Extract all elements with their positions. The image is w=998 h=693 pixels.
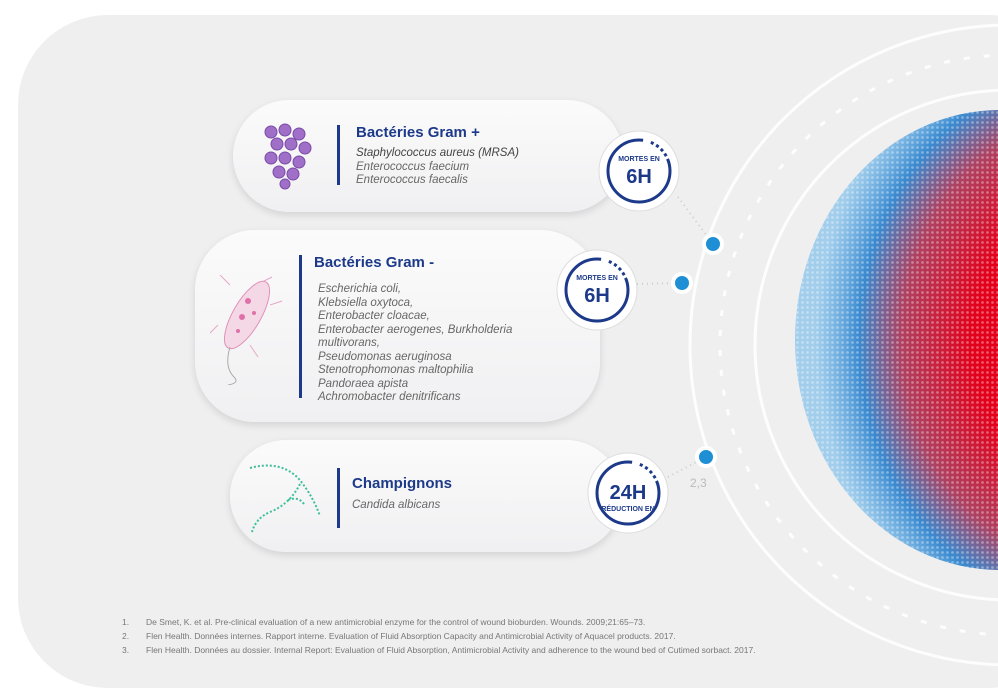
icon xyxy=(264,123,312,190)
badge: MORTES EN 6H xyxy=(556,249,638,331)
divider xyxy=(337,468,340,528)
species-list: Escherichia coli, Klebsiella oxytoca, En… xyxy=(318,283,512,405)
ref-text: Flen Health. Données internes. Rapport i… xyxy=(146,631,676,641)
icon xyxy=(210,275,283,385)
species: Pseudomonas aeruginosa xyxy=(318,350,452,363)
card-title: Champignons xyxy=(352,475,452,492)
card: Bactéries Gram + Staphylococcus aureus (… xyxy=(233,100,623,212)
icon xyxy=(249,464,321,533)
card-title: Bactéries Gram - xyxy=(314,254,435,271)
badge-value: 6H xyxy=(626,166,652,188)
badge-label: RÉDUCTION EN xyxy=(601,504,654,513)
species: Candida albicans xyxy=(352,499,441,511)
species: Enterobacter cloacae, xyxy=(318,310,430,322)
badge-label: MORTES EN xyxy=(618,156,660,163)
species: Enterococcus faecalis xyxy=(356,174,468,186)
badge: MORTES EN 6H xyxy=(598,130,680,212)
ref-number: 3. xyxy=(122,645,130,655)
species: Stenotrophomonas maltophilia xyxy=(318,364,474,376)
ref-text: Flen Health. Données au dossier. Interna… xyxy=(146,645,756,655)
badge-value: 24H xyxy=(610,482,647,504)
superscript: 2,3 xyxy=(690,476,707,490)
species: Escherichia coli, xyxy=(318,283,402,295)
card: Bactéries Gram - Escherichia coli, Klebs… xyxy=(195,230,600,422)
species: Staphylococcus aureus (MRSA) xyxy=(356,147,519,159)
species: Achromobacter denitrificans xyxy=(318,391,461,403)
species-list: Staphylococcus aureus (MRSA) Enterococcu… xyxy=(356,147,519,188)
ref-text: De Smet, K. et al. Pre-clinical evaluati… xyxy=(146,617,646,627)
species: Klebsiella oxytoca, xyxy=(318,296,414,309)
card-title: Bactéries Gram + xyxy=(356,124,480,141)
divider xyxy=(299,255,302,398)
badge: 24H RÉDUCTION EN xyxy=(587,452,669,534)
badge-value: 6H xyxy=(584,285,610,307)
species: Enterococcus faecium xyxy=(356,160,470,173)
species: multivorans, xyxy=(318,337,380,349)
ref-number: 2. xyxy=(122,631,130,641)
divider xyxy=(337,125,340,185)
species: Enterobacter aerogenes, Burkholderia xyxy=(318,323,513,336)
species-list: Candida albicans xyxy=(352,499,440,513)
card: Champignons Candida albicans xyxy=(230,440,622,552)
species: Pandoraea apista xyxy=(318,377,409,390)
badge-label: MORTES EN xyxy=(576,275,618,282)
ref-number: 1. xyxy=(122,617,130,627)
